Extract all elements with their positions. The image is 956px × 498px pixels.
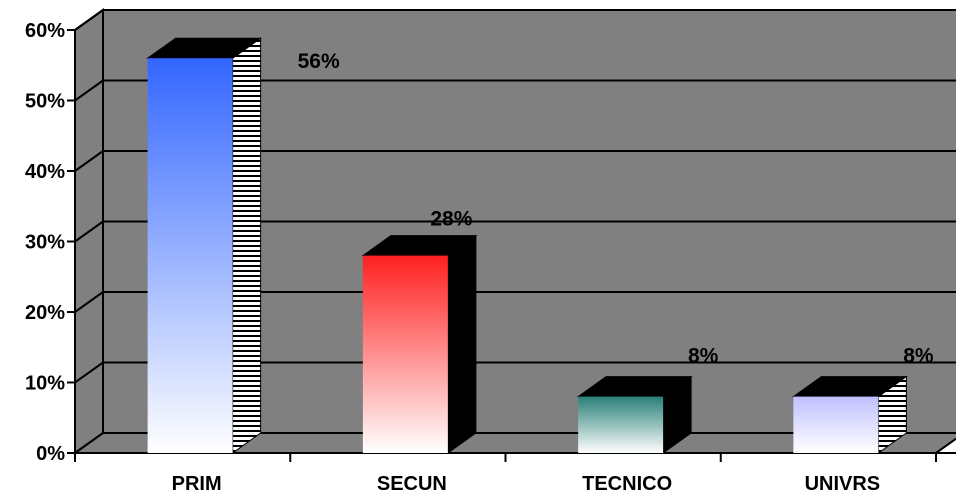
gridline-side	[74, 291, 104, 313]
gridline-side	[74, 361, 104, 384]
x-tick-label: PRIM	[172, 473, 222, 495]
x-tick-label: UNIVRS	[805, 473, 881, 495]
y-tick-label: 0%	[36, 443, 65, 465]
bar-secun	[362, 255, 448, 453]
y-tick-label: 30%	[25, 232, 65, 254]
bars	[146, 37, 908, 454]
y-tick-label: 40%	[25, 161, 65, 183]
gridline-side	[74, 150, 104, 172]
bar-univrs	[793, 396, 879, 453]
x-tick-label: SECUN	[377, 473, 447, 495]
gridline-side	[74, 9, 104, 31]
data-label: 28%	[430, 208, 472, 231]
bar-side	[447, 234, 477, 454]
data-label: 8%	[688, 345, 719, 368]
y-tick-label: 50%	[25, 91, 65, 113]
data-label: 56%	[298, 50, 340, 73]
data-label: 8%	[903, 345, 934, 368]
bar-side	[232, 37, 262, 454]
labels: 0% 10% 20% 30% 40% 50% 60% 56% PRIM 28% SECUN 8% TEC…	[25, 20, 934, 495]
y-tick-label: 60%	[25, 20, 65, 42]
x-tick-label: TECNICO	[582, 473, 672, 495]
y-tick-label: 10%	[25, 373, 65, 395]
bar-prim	[147, 58, 233, 453]
gridline-side	[74, 79, 104, 102]
gridline-side	[74, 220, 104, 243]
bar-tecnico	[578, 396, 664, 453]
y-tick-label: 20%	[25, 302, 65, 324]
